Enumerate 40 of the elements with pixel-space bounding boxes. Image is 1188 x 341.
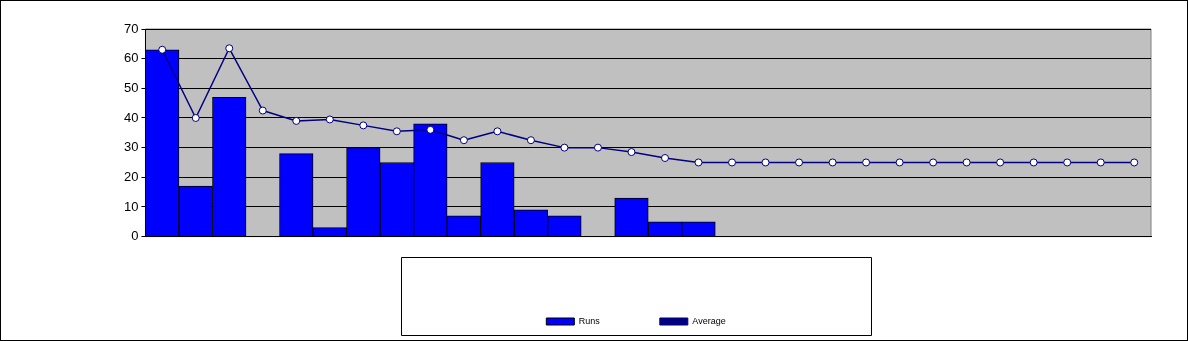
point [593, 143, 602, 152]
point [1096, 158, 1105, 167]
point [225, 44, 234, 53]
point [962, 158, 971, 167]
point [795, 158, 804, 167]
y-tick-label: 40 [123, 109, 139, 125]
point [1029, 158, 1038, 167]
point [459, 136, 468, 145]
y-tick-label: 50 [123, 79, 139, 95]
point [1063, 158, 1072, 167]
point [728, 158, 737, 167]
legend-label: Runs [578, 315, 601, 326]
point [392, 127, 401, 136]
point [526, 136, 535, 145]
point [359, 121, 368, 130]
point [325, 115, 334, 124]
y-tick-label: 0 [131, 228, 139, 244]
point [560, 143, 569, 152]
point [258, 106, 267, 115]
y-tick-label: 30 [123, 139, 139, 155]
point [996, 158, 1005, 167]
point [828, 158, 837, 167]
point [191, 113, 200, 122]
y-tick-label: 10 [123, 198, 139, 214]
point [627, 148, 636, 157]
y-tick-label: 70 [123, 20, 139, 36]
point [895, 158, 904, 167]
point [1130, 158, 1139, 167]
point [694, 158, 703, 167]
point [761, 158, 770, 167]
point [493, 127, 502, 136]
point [862, 158, 871, 167]
point [292, 116, 301, 125]
y-tick-label: 60 [123, 50, 139, 66]
point [660, 154, 669, 163]
point [929, 158, 938, 167]
legend-label: Average [692, 315, 726, 326]
point [426, 125, 435, 134]
point [158, 45, 167, 54]
y-tick-label: 20 [123, 168, 139, 184]
